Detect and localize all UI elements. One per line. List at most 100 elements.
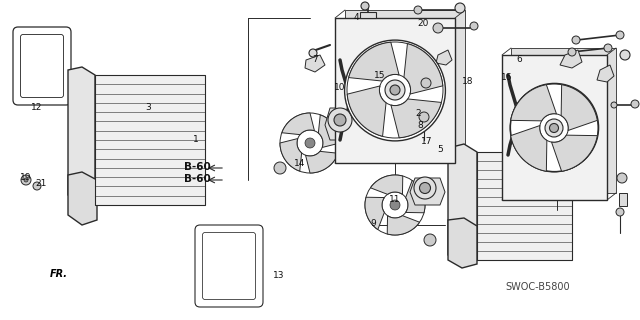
Polygon shape [448,218,477,268]
Circle shape [334,114,346,126]
Circle shape [297,130,323,156]
FancyBboxPatch shape [13,27,71,105]
Polygon shape [282,113,314,135]
Polygon shape [68,67,95,205]
FancyBboxPatch shape [195,225,263,307]
Text: 11: 11 [389,195,401,204]
Text: 16: 16 [501,74,513,83]
Polygon shape [305,151,338,173]
Text: 1: 1 [193,134,199,143]
Text: 8: 8 [417,122,423,131]
Text: 4: 4 [353,13,359,22]
Circle shape [24,178,28,182]
Circle shape [390,85,400,95]
Circle shape [470,22,478,30]
Circle shape [548,123,559,133]
Text: 19: 19 [20,172,32,181]
Polygon shape [511,125,547,171]
FancyBboxPatch shape [20,35,63,98]
Circle shape [328,108,352,132]
Polygon shape [404,44,443,94]
Polygon shape [365,197,385,229]
Circle shape [455,3,465,13]
Circle shape [424,234,436,246]
Circle shape [385,80,405,100]
Circle shape [572,36,580,44]
Circle shape [382,192,408,218]
Bar [422,98,430,112]
Circle shape [550,124,559,132]
Polygon shape [406,180,425,213]
Polygon shape [349,42,399,81]
Circle shape [380,74,411,106]
Text: 21: 21 [35,179,47,188]
Circle shape [344,40,445,141]
Text: 20: 20 [417,19,429,28]
Polygon shape [410,178,445,205]
Polygon shape [318,115,340,148]
Circle shape [387,83,403,98]
Circle shape [616,31,624,39]
Text: 2: 2 [415,108,421,117]
Circle shape [390,200,400,210]
Circle shape [305,138,315,148]
Text: 5: 5 [437,145,443,154]
Text: 9: 9 [370,220,376,228]
Circle shape [419,182,431,194]
Circle shape [545,119,563,137]
Circle shape [604,44,612,52]
Polygon shape [305,55,325,72]
Text: 3: 3 [145,103,151,113]
Circle shape [309,49,317,57]
Circle shape [568,48,576,56]
Bar [335,18,455,163]
Circle shape [274,162,286,174]
Text: 6: 6 [516,54,522,63]
Bar [511,48,616,193]
Polygon shape [371,175,403,194]
Circle shape [540,114,568,142]
Circle shape [611,102,617,108]
Text: 17: 17 [421,137,433,146]
Circle shape [548,121,561,134]
Polygon shape [552,135,597,171]
Text: 7: 7 [312,55,318,65]
Circle shape [433,23,443,33]
Polygon shape [280,139,301,171]
Polygon shape [597,65,614,82]
Circle shape [617,173,627,183]
Text: 10: 10 [334,84,346,92]
Text: B-60: B-60 [184,162,211,172]
Bar [619,193,627,206]
Circle shape [414,177,436,199]
Polygon shape [391,99,442,138]
Circle shape [616,208,624,216]
Polygon shape [511,85,557,121]
Polygon shape [561,85,597,131]
Circle shape [21,175,31,185]
Text: 14: 14 [294,158,306,167]
Circle shape [414,6,422,14]
Text: 12: 12 [31,102,43,111]
Polygon shape [448,144,477,262]
Bar [502,55,607,200]
Polygon shape [347,86,386,136]
Text: 18: 18 [462,77,474,86]
Circle shape [389,84,401,96]
Circle shape [33,182,41,190]
Polygon shape [325,108,360,140]
Polygon shape [68,172,97,225]
Polygon shape [387,216,420,235]
Circle shape [419,112,429,122]
Text: SWOC-B5800: SWOC-B5800 [506,282,570,292]
Text: FR.: FR. [50,269,68,279]
Text: B-60: B-60 [184,174,211,184]
Polygon shape [436,50,452,65]
Bar [95,75,205,205]
Bar [345,10,465,155]
Circle shape [421,78,431,88]
Text: 13: 13 [273,270,285,279]
Text: 15: 15 [374,70,386,79]
FancyBboxPatch shape [202,233,255,300]
Circle shape [620,50,630,60]
